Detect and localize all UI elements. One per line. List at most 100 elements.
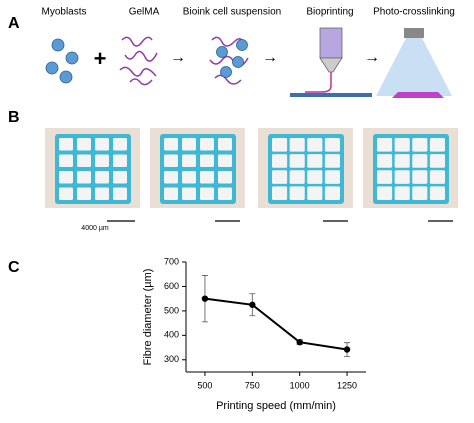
grid-pore [113, 187, 127, 200]
grid-pore [324, 154, 340, 168]
y-axis-title: Fibre diameter (µm) [142, 269, 154, 366]
grid-pore [394, 138, 410, 152]
panel-label: A [8, 15, 20, 32]
grid-frame [55, 134, 131, 204]
grid-pore [113, 138, 127, 151]
grid-pore [429, 154, 445, 168]
step-label: GelMA [129, 7, 160, 18]
grid-pore [218, 138, 232, 151]
grid-pore [412, 170, 428, 184]
grid-pore [394, 186, 410, 200]
grid-pore [59, 154, 73, 167]
bioink-icon [209, 36, 249, 85]
grid-pore [59, 138, 73, 151]
grid-frame [160, 134, 236, 204]
arrow: → [364, 49, 380, 66]
grid-pore [200, 138, 214, 151]
y-tick-label: 600 [164, 281, 179, 291]
grid-pore [289, 186, 305, 200]
grid-pore [77, 187, 91, 200]
point [249, 301, 256, 308]
grid-pore [218, 154, 232, 167]
grid-pore [307, 186, 323, 200]
grid-pore [377, 170, 393, 184]
grid-pore [429, 170, 445, 184]
plus-sign: + [94, 46, 107, 71]
point [343, 346, 351, 353]
x-tick-label: 500 [197, 380, 212, 390]
grid-pore [218, 171, 232, 184]
grid-pore [272, 138, 288, 152]
x-axis-title: Printing speed (mm/min) [216, 400, 336, 412]
y-tick-label: 500 [164, 305, 179, 315]
grid-pore [95, 138, 109, 151]
grid-pore [164, 187, 178, 200]
grid-pore [272, 186, 288, 200]
grid-pore [164, 171, 178, 184]
arrow: → [170, 49, 186, 66]
y-tick-label: 400 [164, 330, 179, 340]
grid-pore [324, 186, 340, 200]
grid-pore [272, 154, 288, 168]
grid-pore [59, 187, 73, 200]
grid-pore [59, 171, 73, 184]
grid-pore [412, 154, 428, 168]
grid-pore [429, 186, 445, 200]
gelma-icon [119, 36, 158, 86]
grid-pore [182, 138, 196, 151]
point [296, 338, 303, 346]
grid-pore [200, 187, 214, 200]
grid-pore [429, 138, 445, 152]
grid-pore [113, 171, 127, 184]
grid-pore [182, 154, 196, 167]
grid-pore [324, 138, 340, 152]
x-tick-label: 750 [245, 380, 260, 390]
grid-pore [307, 170, 323, 184]
grid-pore [95, 171, 109, 184]
step-label: Photo-crosslinking [373, 7, 455, 18]
grid-pore [412, 186, 428, 200]
y-tick-label: 700 [164, 256, 179, 266]
grid-pore [289, 170, 305, 184]
grid-pore [412, 138, 428, 152]
step-label: Myoblasts [41, 7, 86, 18]
panel-label: C [8, 259, 20, 276]
grid-pore [182, 187, 196, 200]
grid-pore [272, 170, 288, 184]
crosslinking-icon [376, 28, 452, 98]
grid-pore [200, 154, 214, 167]
grid-pore [182, 171, 196, 184]
grid-pore [377, 138, 393, 152]
grid-pore [289, 138, 305, 152]
grid-pore [164, 138, 178, 151]
grid-pore [77, 171, 91, 184]
grid-pore [289, 154, 305, 168]
grid-pore [218, 187, 232, 200]
grid-pore [394, 170, 410, 184]
panel-label: B [8, 109, 20, 126]
grid-pore [164, 154, 178, 167]
step-label: Bioprinting [306, 7, 353, 18]
grid-pore [77, 154, 91, 167]
x-tick-label: 1250 [337, 380, 357, 390]
grid-pore [95, 187, 109, 200]
grid-pore [113, 154, 127, 167]
grid-pore [95, 154, 109, 167]
x-tick-label: 1000 [290, 380, 310, 390]
grid-pore [307, 138, 323, 152]
line [204, 297, 348, 351]
myoblasts-icon [45, 38, 79, 84]
grid-pore [377, 154, 393, 168]
grid-pore [324, 170, 340, 184]
grid-frame [268, 134, 344, 204]
grid-pore [200, 171, 214, 184]
point [201, 295, 209, 302]
grid-pore [377, 186, 393, 200]
grid-frame [373, 134, 449, 204]
grid-pore [307, 154, 323, 168]
printed-constructs [45, 128, 458, 222]
arrow: → [262, 49, 278, 66]
grid-pore [77, 138, 91, 151]
